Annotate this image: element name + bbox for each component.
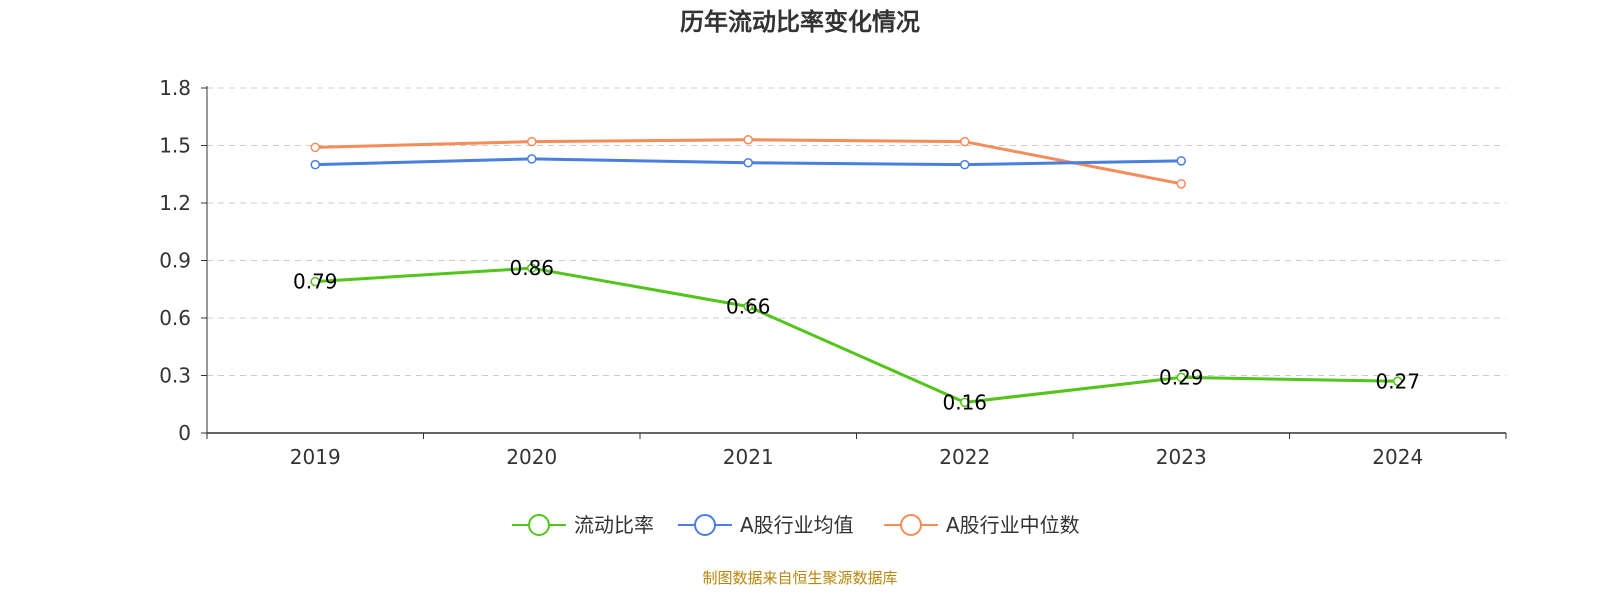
grid-lines bbox=[207, 87, 1506, 376]
legend[interactable]: 流动比率 A股行业均值 A股行业中位数 bbox=[512, 513, 1080, 537]
y-tick-label: 1.5 bbox=[159, 134, 191, 158]
legend-circle-icon bbox=[528, 514, 550, 536]
data-point bbox=[310, 276, 320, 287]
legend-item[interactable]: A股行业中位数 bbox=[884, 513, 1080, 537]
data-point bbox=[743, 301, 753, 312]
data-point bbox=[743, 158, 753, 168]
data-point bbox=[1176, 372, 1186, 383]
data-point bbox=[960, 397, 970, 408]
x-tick-label: 2024 bbox=[1372, 445, 1423, 469]
data-labels: 0.79 0.86 0.66 0.16 0.29 0.27 bbox=[293, 256, 1420, 414]
y-tick-label: 0.6 bbox=[159, 306, 191, 330]
x-tick-label: 2022 bbox=[939, 445, 990, 469]
chart-title: 历年流动比率变化情况 bbox=[680, 8, 920, 36]
data-source-note: 制图数据来自恒生聚源数据库 bbox=[702, 569, 897, 587]
legend-item[interactable]: 流动比率 bbox=[512, 513, 654, 537]
data-label: 0.27 bbox=[1375, 369, 1420, 393]
y-tick-label: 0.9 bbox=[159, 249, 191, 273]
data-point bbox=[527, 136, 537, 147]
legend-circle-icon bbox=[900, 514, 922, 536]
data-label: 0.29 bbox=[1159, 365, 1204, 389]
series-layer bbox=[310, 135, 1403, 408]
y-tick-label: 1.8 bbox=[159, 76, 191, 100]
data-point bbox=[1176, 156, 1186, 166]
data-label: 0.16 bbox=[942, 390, 987, 414]
legend-item[interactable]: A股行业均值 bbox=[678, 513, 854, 537]
series-line bbox=[315, 266, 1398, 404]
data-label: 0.86 bbox=[509, 256, 554, 280]
data-label: 0.79 bbox=[293, 270, 338, 294]
legend-circle-icon bbox=[694, 514, 716, 536]
legend-label: 流动比率 bbox=[574, 513, 654, 537]
data-point bbox=[960, 159, 970, 170]
data-point bbox=[527, 154, 537, 164]
y-tick-label: 0.3 bbox=[159, 364, 191, 388]
data-point bbox=[960, 136, 970, 147]
data-point bbox=[1176, 179, 1186, 189]
x-tick-label: 2021 bbox=[723, 445, 774, 469]
data-point bbox=[527, 263, 537, 273]
data-point bbox=[1393, 376, 1403, 386]
data-point bbox=[743, 135, 753, 145]
y-tick-label: 0 bbox=[178, 421, 191, 445]
data-label: 0.66 bbox=[726, 295, 771, 319]
legend-label: A股行业均值 bbox=[740, 513, 854, 537]
x-tick-label: 2023 bbox=[1156, 445, 1207, 469]
legend-label: A股行业中位数 bbox=[946, 513, 1080, 537]
y-tick-label: 1.2 bbox=[159, 191, 191, 215]
data-point bbox=[310, 159, 320, 170]
axes: 0 0.3 0.6 0.9 1.2 1.5 1.8 2019 2020 2021 2022 2023 2… bbox=[159, 76, 1507, 469]
x-tick-label: 2019 bbox=[290, 445, 341, 469]
data-point bbox=[310, 142, 320, 153]
x-tick-label: 2020 bbox=[506, 445, 557, 469]
